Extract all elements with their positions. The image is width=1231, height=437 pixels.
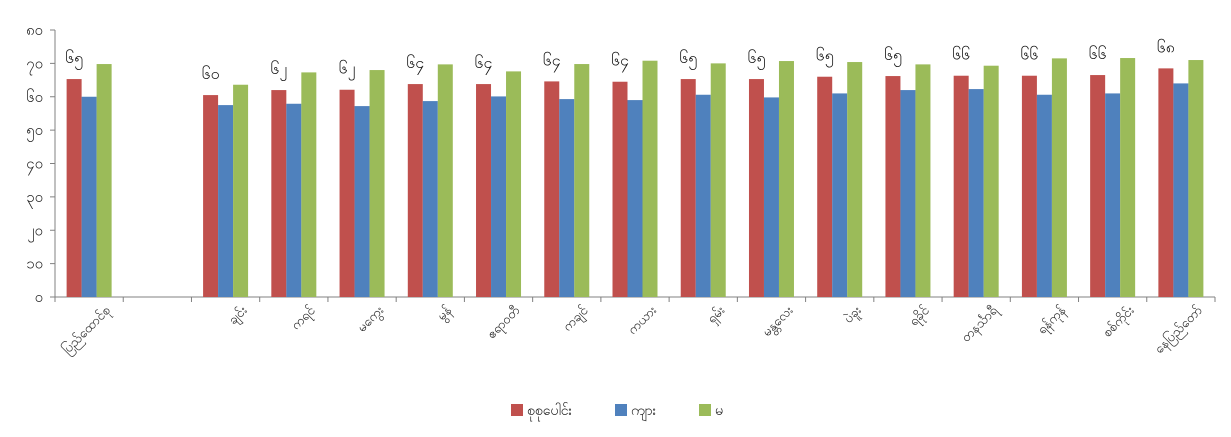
y-tick-label: ၄၀ (26, 155, 43, 176)
x-category-label: မန္တလေး (760, 303, 798, 341)
bar-female (778, 61, 794, 297)
legend-label: စုစုပေါင်း (527, 403, 573, 421)
x-category-label: ကရင် (288, 302, 321, 335)
bar-total (748, 79, 764, 297)
data-label: ၆၄ (611, 51, 629, 73)
data-label: ၆၂ (270, 59, 287, 81)
data-label: ၆၂ (339, 59, 356, 81)
x-category-label: ရန်ကုန် (1034, 302, 1071, 339)
legend-label: မ (715, 403, 723, 419)
y-tick-label: ၀ (35, 288, 43, 306)
bar-female (301, 72, 317, 297)
y-tick-label: ၃၀ (26, 188, 43, 209)
bar-total (1090, 75, 1106, 298)
bar-male (627, 100, 643, 298)
data-label: ၆၆ (1020, 45, 1038, 64)
bar-male (968, 89, 984, 297)
bar-female (1188, 60, 1204, 297)
bar-female (1120, 58, 1136, 297)
bar-total (271, 90, 287, 297)
bar-male (1036, 94, 1052, 297)
bar-female (574, 64, 590, 297)
data-label: ၆၀ (202, 64, 220, 83)
bar-total (1021, 75, 1037, 297)
bar-male (422, 101, 438, 298)
bar-female (983, 65, 999, 298)
bar-female (710, 63, 726, 297)
bar-female (642, 60, 658, 297)
bar-male (81, 96, 97, 297)
data-label: ၆၄ (406, 53, 424, 75)
bar-male (491, 96, 507, 297)
y-tick-label: ၂၀ (27, 221, 43, 242)
x-category-label: မွန် (434, 302, 457, 325)
bar-male (900, 90, 916, 297)
y-tick-label: ၇၀ (26, 54, 43, 75)
x-category-label: ချင်း (225, 303, 252, 330)
bar-female (847, 62, 863, 297)
bar-female (369, 70, 385, 297)
bar-total (817, 76, 833, 297)
data-label: ၆၆ (1089, 44, 1107, 63)
bar-female (1051, 58, 1067, 298)
data-label: ၆၅ (65, 48, 83, 70)
y-tick-label: ၆၀ (26, 88, 43, 106)
data-label: ၆၅ (884, 45, 902, 67)
bar-female (915, 64, 931, 297)
x-category-label: ရှမ်း (704, 303, 730, 329)
x-category-label: မကွေး (355, 303, 389, 337)
bar-male (354, 106, 370, 297)
bar-total (203, 95, 219, 297)
bar-male (1105, 93, 1121, 297)
bar-female (96, 64, 112, 297)
bar-total (612, 81, 628, 297)
x-category-label: ကယား (625, 303, 660, 338)
bar-total (953, 75, 969, 297)
data-label: ၆၅ (816, 46, 834, 68)
y-tick-label: ၁၀ (26, 255, 43, 273)
bar-female (437, 64, 453, 297)
bar-total (407, 84, 423, 297)
bar-female (233, 84, 249, 297)
data-label: ၆၅ (679, 48, 697, 70)
bar-total (1158, 68, 1174, 297)
bar-male (286, 103, 302, 297)
data-label: ၆၈ (1157, 37, 1175, 56)
bar-total (66, 79, 82, 297)
x-category-label: နေပြည်တော် (1151, 302, 1208, 359)
bar-male (695, 94, 711, 297)
y-tick-label: ၈၀ (26, 21, 43, 39)
x-category-label: တနင်္သာရီ (958, 302, 1003, 347)
data-label: ၆၆ (952, 45, 970, 64)
bar-total (680, 79, 696, 297)
bar-total (339, 89, 355, 298)
x-category-label: ရခိုင် (906, 302, 935, 331)
legend-label: ကျား (631, 403, 657, 421)
bar-female (506, 71, 522, 297)
x-category-label: ပဲခူး (841, 303, 866, 328)
x-category-label: စစ်ကိုင်း (1099, 303, 1138, 342)
bar-total (544, 81, 560, 298)
bar-male (218, 105, 234, 297)
bar-male (559, 99, 575, 298)
data-label: ၆၅ (747, 48, 765, 70)
bar-total (476, 84, 492, 297)
legend-swatch (615, 404, 627, 416)
data-label: ၆၄ (475, 53, 493, 75)
y-tick-label: ၅၀ (26, 121, 43, 142)
bar-male (832, 93, 848, 297)
x-category-label: ကချင် (560, 302, 594, 336)
x-category-label: ဧရာဝတီ (484, 303, 525, 344)
legend-swatch (511, 404, 523, 416)
bar-male (763, 97, 779, 297)
bar-male (1173, 83, 1189, 298)
data-label: ၆၄ (543, 50, 561, 72)
legend-swatch (699, 404, 711, 416)
x-category-label: ပြည်ထောင်စု (58, 302, 115, 359)
bar-total (885, 76, 901, 298)
